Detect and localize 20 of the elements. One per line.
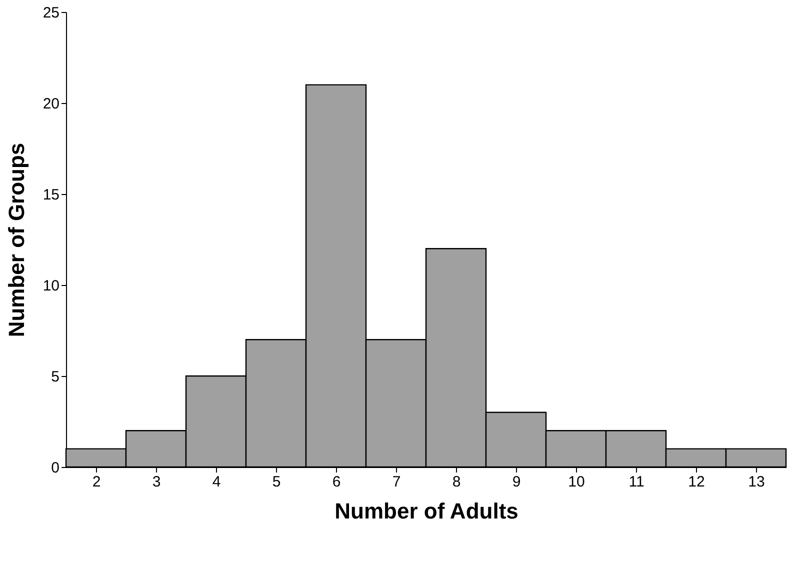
y-tick-label: 10 xyxy=(42,278,60,294)
y-tick-label: 15 xyxy=(42,186,60,204)
x-tick-label: 7 xyxy=(392,474,401,490)
x-tick-label: 13 xyxy=(748,474,765,490)
y-tick-label: 0 xyxy=(51,460,60,476)
x-tick-label: 2 xyxy=(92,474,101,490)
x-tick-label: 10 xyxy=(568,474,585,490)
y-tick-label: 25 xyxy=(42,4,60,22)
x-tick-label: 3 xyxy=(152,474,161,490)
y-tick-label: 5 xyxy=(51,368,60,386)
x-tick-label: 5 xyxy=(272,474,281,490)
x-tick-label: 8 xyxy=(452,474,461,490)
x-tick-label: 4 xyxy=(212,474,221,490)
y-tick-label: 20 xyxy=(42,96,60,112)
x-tick-label: 11 xyxy=(628,474,644,490)
x-tick-label: 12 xyxy=(688,474,705,490)
y-axis-title: Number of Groups xyxy=(4,142,29,338)
x-axis-title: Number of Adults xyxy=(334,498,518,524)
x-tick-label: 9 xyxy=(512,474,521,490)
x-tick-label: 6 xyxy=(332,474,341,490)
